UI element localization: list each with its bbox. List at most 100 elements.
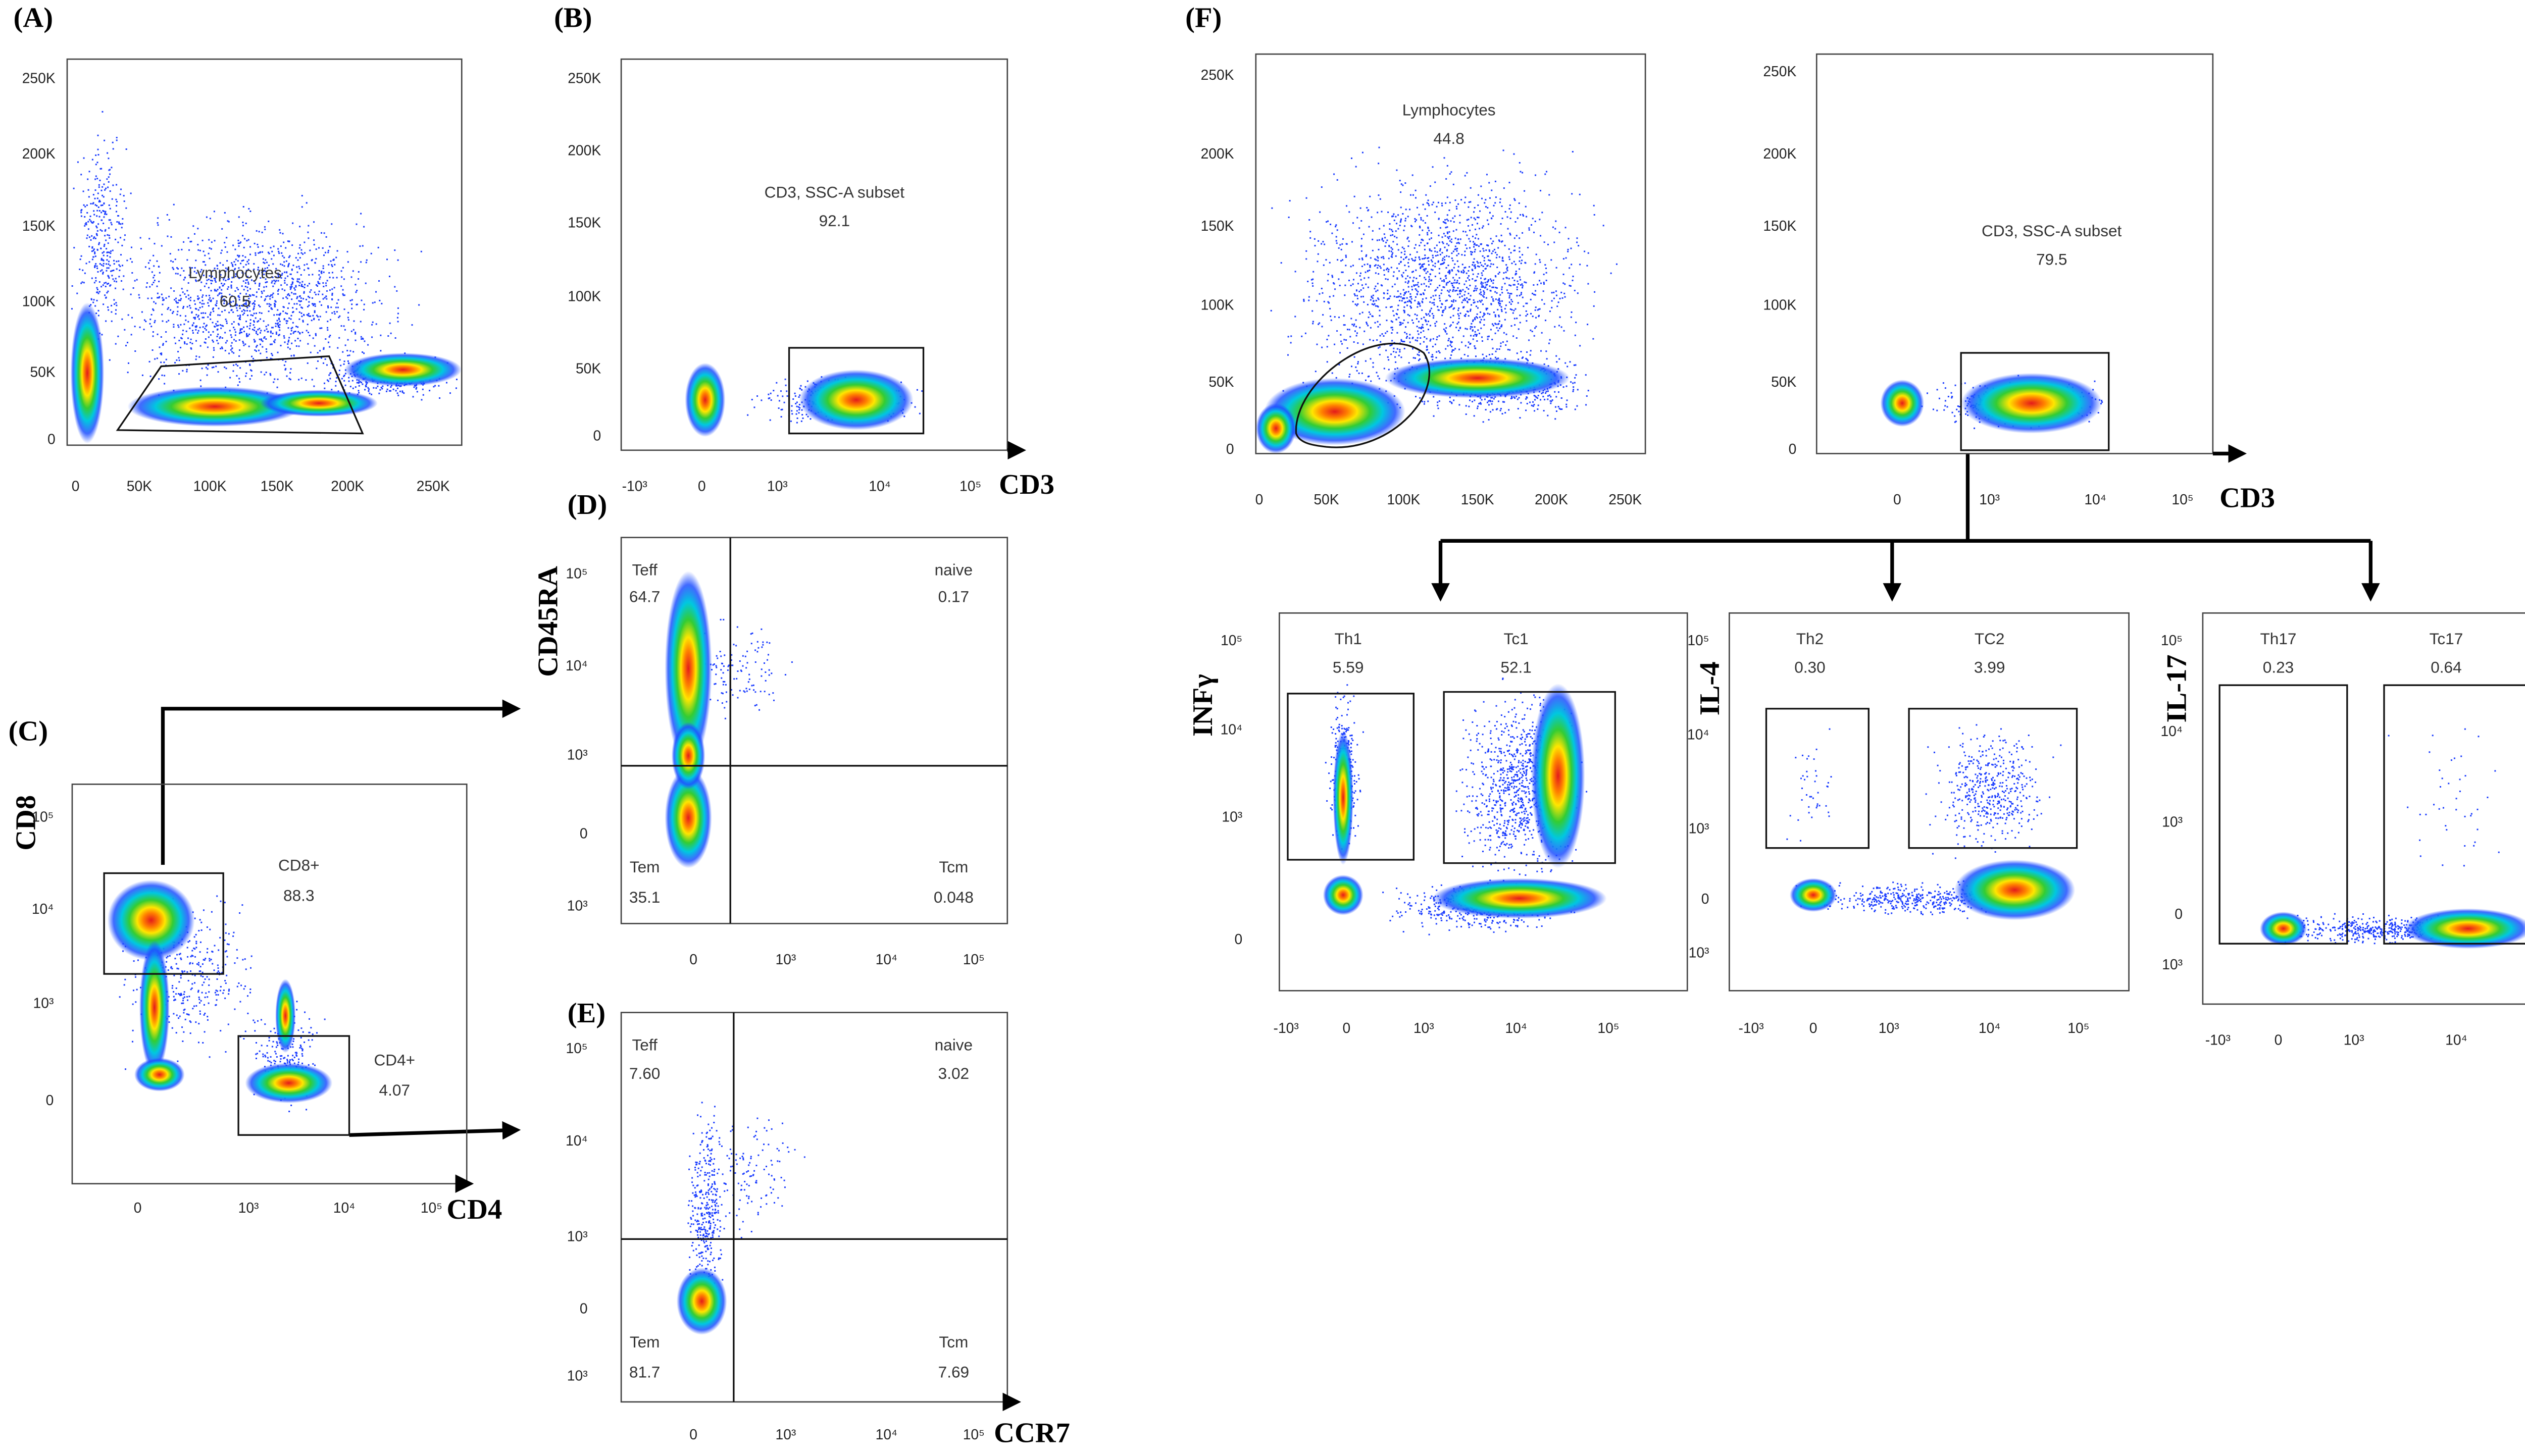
y-axis-label: CD45RA	[532, 566, 564, 677]
y-tick-label: 0	[46, 1092, 54, 1108]
y-tick-label: 0	[2175, 906, 2183, 922]
x-tick-label: 0	[1255, 491, 1264, 507]
y-tick-label: 250K	[568, 70, 601, 86]
gate-name: CD8+	[278, 856, 320, 874]
gate-name: Th1	[1334, 630, 1361, 648]
x-tick-label: 10³	[1879, 1020, 1899, 1036]
y-tick-label: 50K	[1208, 374, 1234, 390]
density-cloud	[1961, 373, 2102, 434]
density-cloud	[665, 767, 712, 868]
y-tick-label: 10³	[2162, 956, 2183, 972]
density-cloud	[665, 571, 712, 766]
gate-value: 60.5	[220, 292, 250, 310]
gate-value: 3.99	[1974, 658, 2005, 676]
y-tick-label: 250K	[1201, 67, 1234, 83]
y-tick-label: 200K	[1763, 145, 1796, 162]
gate-name: naive	[935, 1035, 973, 1054]
x-tick-label: 200K	[1535, 491, 1568, 507]
y-tick-label: 150K	[1201, 218, 1234, 234]
arrow	[161, 699, 521, 865]
gate	[2218, 684, 2348, 945]
x-tick-label: 10⁴	[1505, 1020, 1527, 1036]
y-tick-label: 10³	[567, 1367, 588, 1383]
density-cloud	[139, 940, 170, 1075]
flow-plot: Lymphocytes 60.5 250K 200K 150K 100K 50K 0 0 50K 1…	[22, 58, 463, 494]
gate-name: CD3, SSC-A subset	[765, 183, 905, 201]
y-tick-label: 0	[580, 825, 588, 842]
x-tick-label: 10⁴	[2084, 491, 2106, 507]
density-cloud	[1790, 878, 1837, 912]
plot-frame	[620, 537, 1008, 924]
x-tick-label: 10³	[1413, 1020, 1434, 1036]
gate-value: 64.7	[629, 588, 660, 606]
flow-plot: CD3, SSC-A subset 79.5 250K 200K 150K 100K 50K…	[1763, 53, 2275, 513]
x-tick-label: 0	[698, 478, 706, 494]
gate-value: 35.1	[629, 888, 660, 906]
x-tick-label: 0	[689, 951, 697, 967]
gate-value: 0.17	[938, 588, 969, 606]
x-tick-label: 150K	[261, 478, 294, 494]
density-cloud	[2404, 908, 2525, 949]
density-cloud	[1385, 357, 1570, 398]
x-tick-label: 10⁴	[2445, 1032, 2467, 1048]
x-tick-label: 10⁴	[869, 478, 891, 494]
y-tick-label: 0	[1701, 891, 1709, 907]
x-tick-label: 10⁵	[421, 1200, 442, 1216]
gate	[1287, 693, 1415, 861]
gate-value: 7.60	[629, 1064, 660, 1082]
gate-name: Th17	[2260, 630, 2297, 648]
x-tick-label: 50K	[1314, 491, 1339, 507]
x-tick-label: 10⁴	[876, 1426, 898, 1442]
y-tick-label: 10⁵	[2161, 632, 2183, 648]
density-cloud	[1255, 403, 1296, 454]
plot-frame	[66, 58, 463, 446]
x-tick-label: 10⁴	[333, 1200, 356, 1216]
panel-letter: (F)	[1185, 3, 1222, 34]
gate-value: 4.07	[379, 1081, 410, 1099]
flow-plot: CD3, SSC-A subset 92.1 250K 200K 150K 100K 50K…	[568, 58, 1054, 500]
gate-value: 7.69	[938, 1363, 969, 1381]
panel-letter: (C)	[9, 716, 48, 747]
plot-frame	[1729, 612, 2130, 992]
y-tick-label: 50K	[576, 360, 601, 377]
x-tick-label: 10⁵	[960, 478, 981, 494]
x-tick-label: 10³	[1979, 491, 2000, 507]
gate-name: Lymphocytes	[188, 264, 282, 282]
x-tick-label: 10⁵	[2172, 491, 2193, 507]
gate	[788, 347, 925, 435]
gate-value: 5.59	[1333, 658, 1364, 676]
y-tick-label: 50K	[30, 363, 55, 380]
y-tick-label: 10⁵	[1687, 632, 1709, 648]
x-axis-label: CD4	[446, 1194, 502, 1225]
y-tick-label: 10³	[2162, 813, 2183, 829]
x-tick-label: 250K	[1608, 491, 1642, 507]
gate	[1443, 691, 1616, 864]
gate-name: Tcm	[939, 858, 968, 876]
gate-value: 88.3	[283, 886, 314, 904]
y-tick-label: 0	[1789, 441, 1797, 457]
plot-frame	[620, 1012, 1008, 1403]
y-axis-label: IL-17	[2161, 654, 2192, 722]
density-cloud	[2259, 912, 2307, 946]
gate	[237, 1035, 350, 1136]
x-tick-label: 150K	[1461, 491, 1494, 507]
y-tick-label: 0	[1234, 931, 1242, 947]
gate	[103, 872, 224, 975]
x-tick-label: 0	[689, 1426, 697, 1442]
x-axis-label: CD3	[999, 469, 1054, 500]
gate	[2383, 684, 2525, 945]
y-tick-label: 100K	[568, 288, 601, 304]
gate-name: Tc1	[1504, 630, 1529, 648]
gate-value: 81.7	[629, 1363, 660, 1381]
y-tick-label: 10³	[1689, 945, 1709, 961]
x-tick-label: 0	[1809, 1020, 1817, 1036]
y-tick-label: 0	[580, 1300, 588, 1316]
x-tick-label: 10³	[238, 1200, 259, 1216]
gate-value: 0.30	[1794, 658, 1825, 676]
y-tick-label: 10⁴	[32, 901, 54, 917]
gate-name: TC2	[1975, 630, 2005, 648]
x-tick-label: 100K	[193, 478, 227, 494]
gate-name: Tem	[630, 1333, 660, 1351]
x-axis-label: CCR7	[994, 1417, 1070, 1448]
